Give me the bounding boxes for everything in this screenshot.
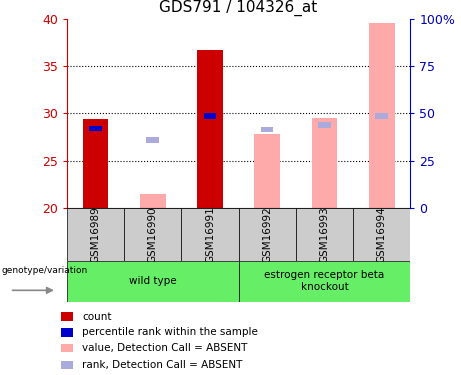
Bar <box>140 194 165 208</box>
Text: estrogen receptor beta
knockout: estrogen receptor beta knockout <box>264 270 384 292</box>
Bar <box>61 344 73 352</box>
Bar <box>61 328 73 336</box>
Bar <box>261 127 273 132</box>
Bar <box>124 208 181 261</box>
Text: GSM16991: GSM16991 <box>205 206 215 263</box>
Bar <box>61 312 73 321</box>
Text: GSM16994: GSM16994 <box>377 206 387 263</box>
Bar <box>254 134 280 208</box>
Bar <box>197 50 223 208</box>
Bar <box>89 126 102 131</box>
Text: wild type: wild type <box>129 276 177 286</box>
Text: GSM16993: GSM16993 <box>319 206 330 263</box>
Bar <box>67 261 239 302</box>
Title: GDS791 / 104326_at: GDS791 / 104326_at <box>160 0 318 16</box>
Bar <box>181 208 239 261</box>
Bar <box>239 261 410 302</box>
Text: rank, Detection Call = ABSENT: rank, Detection Call = ABSENT <box>83 360 242 370</box>
Bar <box>296 208 353 261</box>
Text: GSM16989: GSM16989 <box>90 206 100 263</box>
Bar <box>204 113 216 119</box>
Bar <box>318 122 331 128</box>
Bar <box>353 208 410 261</box>
Text: genotype/variation: genotype/variation <box>1 266 88 275</box>
Bar <box>67 208 124 261</box>
Text: GSM16992: GSM16992 <box>262 206 272 263</box>
Bar <box>369 24 395 208</box>
Bar <box>239 208 296 261</box>
Text: value, Detection Call = ABSENT: value, Detection Call = ABSENT <box>83 343 248 353</box>
Bar <box>147 137 159 143</box>
Text: count: count <box>83 312 112 322</box>
Text: GSM16990: GSM16990 <box>148 206 158 262</box>
Bar <box>375 113 388 119</box>
Bar <box>83 119 108 208</box>
Bar <box>312 118 337 208</box>
Bar <box>61 361 73 369</box>
Text: percentile rank within the sample: percentile rank within the sample <box>83 327 258 337</box>
